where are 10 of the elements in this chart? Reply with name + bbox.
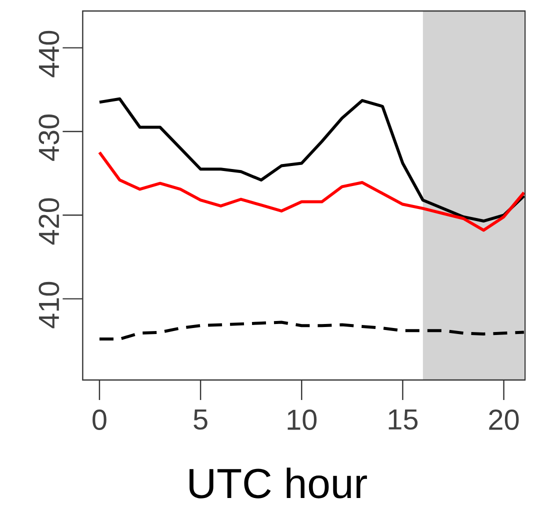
x-tick-label: 20: [489, 410, 519, 430]
x-tick-label: 15: [388, 410, 418, 430]
y-tick-label: 410: [38, 282, 60, 328]
y-tick-label: 440: [38, 30, 60, 78]
x-tick-label: 5: [194, 410, 208, 430]
x-tick-label: 10: [288, 410, 317, 430]
x-tick-label: 0: [92, 410, 106, 430]
y-tick-label: 430: [38, 114, 60, 161]
y-tick-label: 420: [38, 198, 60, 245]
x-axis-title: UTC hour: [190, 468, 367, 498]
